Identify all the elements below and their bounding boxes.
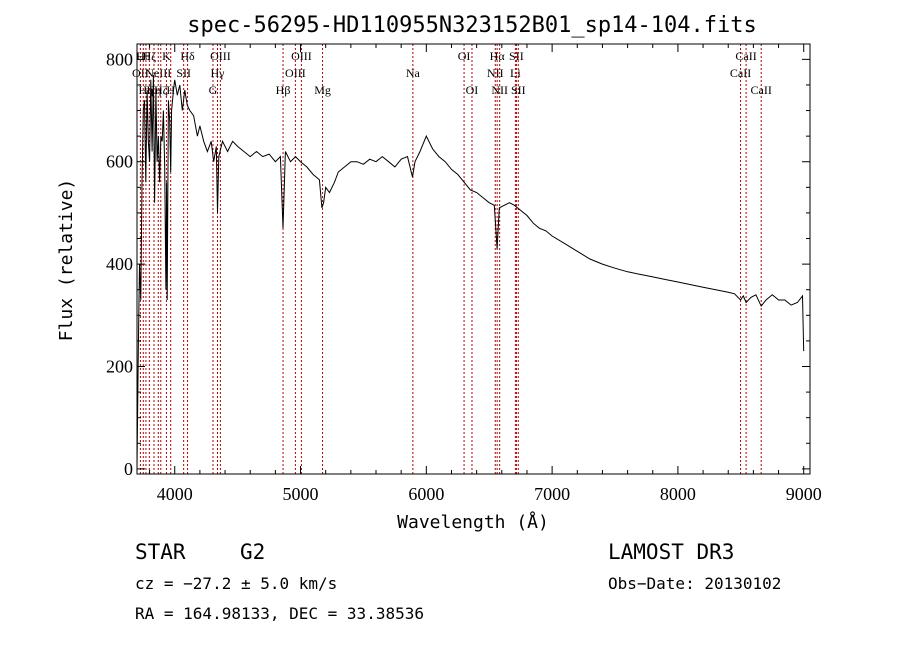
line-marker-label-22: Hα [490,49,506,63]
plot-frame [136,43,811,475]
line-marker-label-13: OIII [210,49,231,63]
coordinates: RA = 164.98133, DEC = 33.38536 [135,604,424,623]
chart-title: spec-56295-HD110955N323152B01_sp14-104.f… [187,13,757,38]
object-subclass: G2 [240,540,266,564]
line-marker-label-14: Hβ [276,83,291,97]
x-tick-label-3: 7000 [534,484,570,504]
y-tick-label-2: 400 [106,254,133,274]
y-tick-label-4: 800 [106,49,133,69]
line-marker-label-21: NII [487,66,504,80]
x-axis: 4000 5000 6000 7000 8000 9000 [149,44,822,504]
line-marker-label-11: G [209,83,218,97]
line-marker-label-26: SII [511,83,526,97]
y-tick-label-1: 200 [106,357,133,377]
object-class: STAR [135,540,186,564]
line-marker-label-28: CaII [735,49,756,63]
line-markers: OIIHθHηHζHηNeIIIHζKHSIIHδGHγOIIIHβOIIIOI… [132,44,772,474]
line-marker-label-3: Hζ [143,49,157,63]
line-marker-label-20: OI [466,83,479,97]
y-tick-label-3: 600 [106,152,133,172]
line-marker-label-17: Mg [314,83,331,97]
x-axis-label: Wavelength (Å) [397,511,549,533]
obs-date: Obs−Date: 20130102 [608,574,782,593]
line-marker-label-18: Na [406,66,421,80]
x-tick-label-4: 8000 [660,484,696,504]
redshift-text: cz = −27.2 ± 5.0 km/s [135,574,338,593]
x-tick-label-0: 4000 [157,484,193,504]
line-marker-label-25: SII [509,49,524,63]
series-group [136,74,805,469]
x-tick-label-1: 5000 [283,484,319,504]
line-marker-label-23: NII [491,83,508,97]
line-marker-label-27: CaII [730,66,751,80]
y-tick-label-0: 0 [124,459,133,479]
series-line-flux [136,74,805,469]
line-marker-label-24: Li [510,66,521,80]
line-marker-label-16: OIII [291,49,312,63]
line-marker-label-9: SII [176,66,191,80]
x-tick-label-5: 9000 [786,484,822,504]
line-marker-label-8: H [166,83,175,97]
line-marker-label-5: NeIII [145,66,171,80]
survey-name: LAMOST DR3 [608,540,735,564]
line-marker-label-0: OII [132,66,149,80]
line-marker-label-7: K [162,49,171,63]
line-marker-label-10: Hδ [180,49,195,63]
line-marker-label-15: OIII [285,66,306,80]
line-marker-label-19: OI [458,49,471,63]
y-axis-label: Flux (relative) [56,179,77,342]
line-marker-label-6: Hζ [154,83,168,97]
line-marker-label-12: Hγ [211,66,226,80]
line-marker-label-29: CaII [751,83,772,97]
x-tick-label-2: 6000 [408,484,444,504]
y-axis: 0 200 400 600 800 [106,49,810,479]
